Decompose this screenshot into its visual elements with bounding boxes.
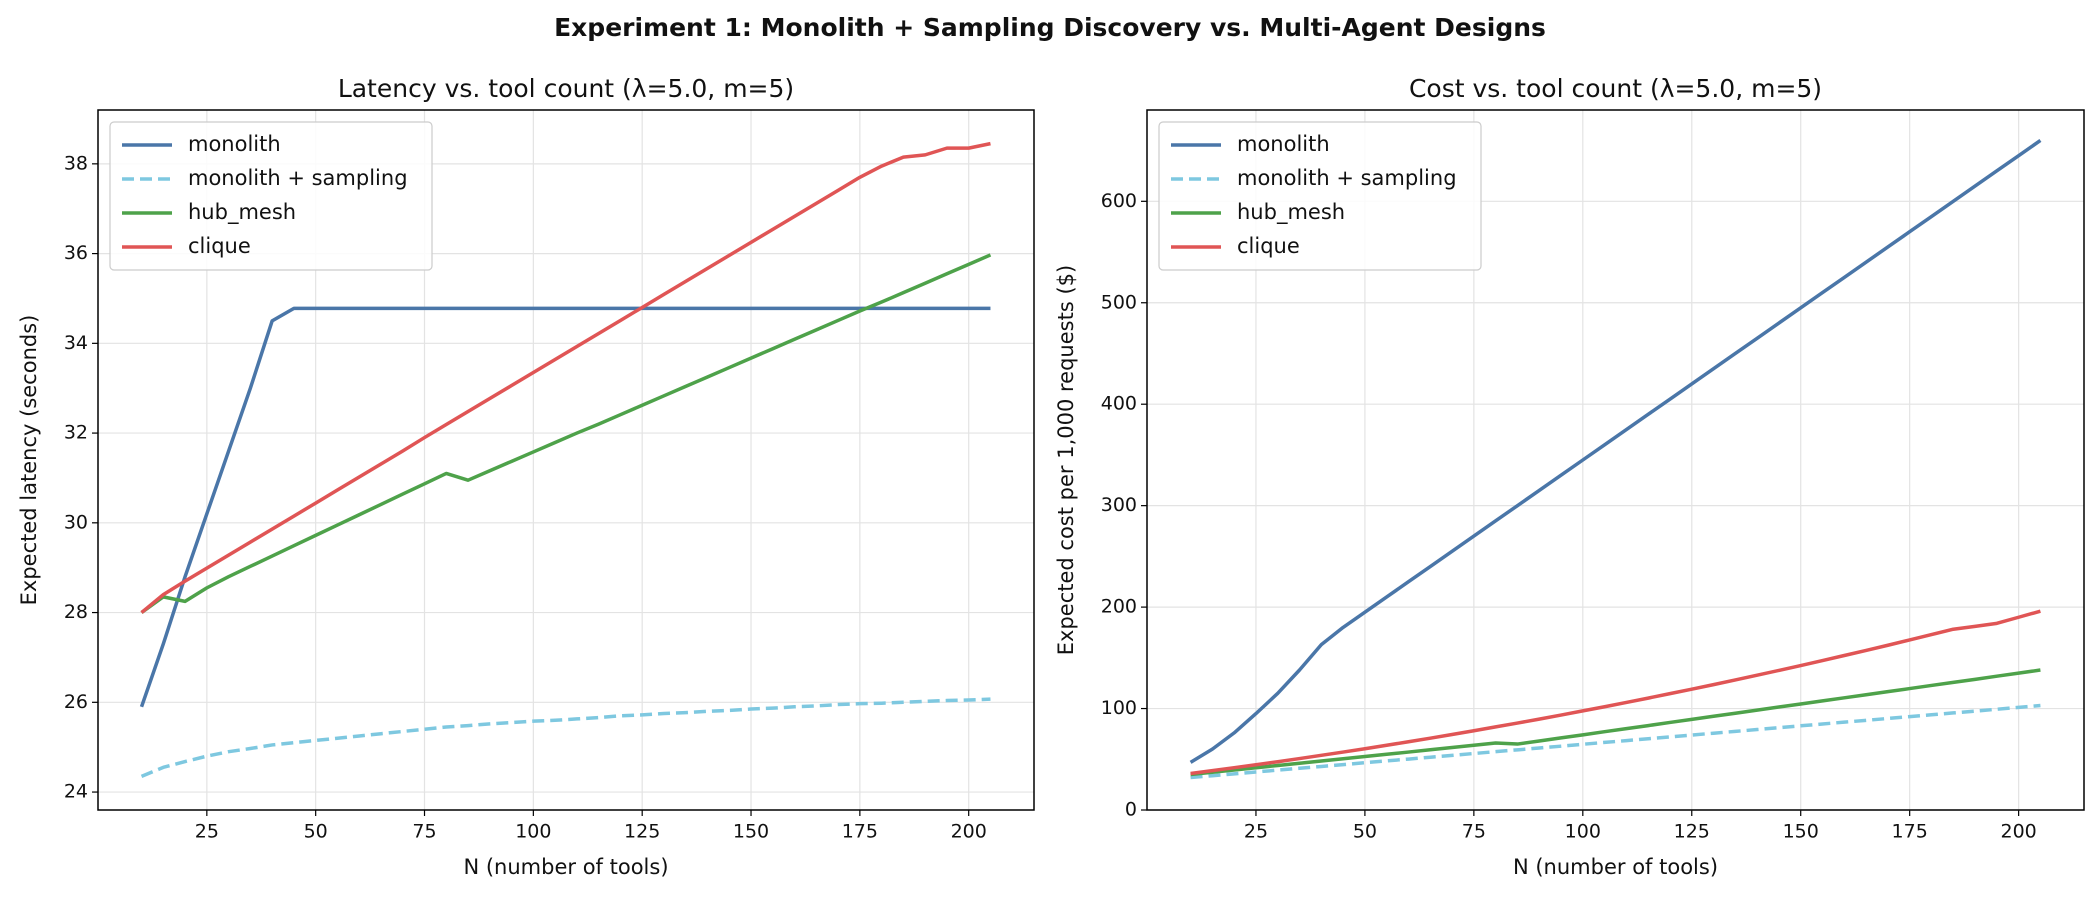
subplot-title: Cost vs. tool count (λ=5.0, m=5) bbox=[1409, 74, 1822, 103]
plot-frame bbox=[97, 109, 1035, 811]
y-axis-label: Expected cost per 1,000 requests ($) bbox=[1054, 265, 1078, 655]
series-line bbox=[140, 253, 992, 614]
legend-label: monolith + sampling bbox=[188, 166, 408, 190]
x-tick-label: 150 bbox=[733, 821, 769, 843]
x-tick-label: 50 bbox=[304, 821, 328, 843]
y-tick-label: 32 bbox=[64, 422, 88, 444]
series-line bbox=[139, 306, 991, 708]
subplot-title: Latency vs. tool count (λ=5.0, m=5) bbox=[338, 74, 794, 103]
series-line bbox=[1190, 668, 2041, 777]
x-tick-label: 25 bbox=[195, 821, 219, 843]
x-tick-label: 200 bbox=[951, 821, 987, 843]
y-tick-label: 400 bbox=[1101, 393, 1137, 415]
x-tick-label: 200 bbox=[2000, 821, 2036, 843]
x-tick-label: 175 bbox=[842, 821, 878, 843]
y-tick-label: 200 bbox=[1101, 596, 1137, 618]
x-tick-label: 125 bbox=[624, 821, 660, 843]
x-tick-label: 100 bbox=[515, 821, 551, 843]
legend-label: monolith + sampling bbox=[1237, 166, 1457, 190]
series-line bbox=[1189, 138, 2042, 764]
legend-label: hub_mesh bbox=[188, 200, 296, 225]
legend-label: clique bbox=[188, 234, 251, 258]
y-tick-label: 28 bbox=[64, 601, 88, 623]
x-tick-label: 175 bbox=[1892, 821, 1928, 843]
y-tick-label: 300 bbox=[1101, 494, 1137, 516]
legend-label: hub_mesh bbox=[1237, 200, 1345, 225]
y-tick-label: 100 bbox=[1101, 697, 1137, 719]
legend-label: monolith bbox=[188, 132, 281, 156]
y-tick-label: 30 bbox=[64, 511, 88, 533]
legend-label: monolith bbox=[1237, 132, 1330, 156]
series-line bbox=[140, 697, 991, 778]
y-tick-label: 34 bbox=[64, 332, 88, 354]
y-axis-label: Expected latency (seconds) bbox=[17, 315, 41, 606]
y-tick-label: 0 bbox=[1125, 799, 1137, 821]
x-tick-label: 125 bbox=[1674, 821, 1710, 843]
series-line bbox=[1190, 609, 2041, 776]
series-line bbox=[1190, 703, 2041, 780]
y-tick-label: 38 bbox=[64, 152, 88, 174]
legend-box bbox=[109, 121, 433, 271]
x-tick-label: 150 bbox=[1783, 821, 1819, 843]
y-tick-label: 600 bbox=[1101, 190, 1137, 212]
x-tick-label: 100 bbox=[1565, 821, 1601, 843]
y-tick-label: 24 bbox=[64, 781, 88, 803]
legend-label: clique bbox=[1237, 234, 1300, 258]
y-tick-label: 500 bbox=[1101, 291, 1137, 313]
x-tick-label: 75 bbox=[1462, 821, 1486, 843]
y-tick-label: 36 bbox=[64, 242, 88, 264]
x-axis-label: N (number of tools) bbox=[463, 855, 668, 879]
x-axis-label: N (number of tools) bbox=[1513, 855, 1718, 879]
legend-box bbox=[1158, 121, 1482, 271]
series-line bbox=[140, 141, 991, 614]
x-tick-label: 75 bbox=[412, 821, 436, 843]
plot-frame bbox=[1146, 109, 2085, 811]
x-tick-label: 50 bbox=[1353, 821, 1377, 843]
figure-title: Experiment 1: Monolith + Sampling Discov… bbox=[554, 13, 1546, 42]
y-tick-label: 26 bbox=[64, 691, 88, 713]
x-tick-label: 25 bbox=[1244, 821, 1268, 843]
